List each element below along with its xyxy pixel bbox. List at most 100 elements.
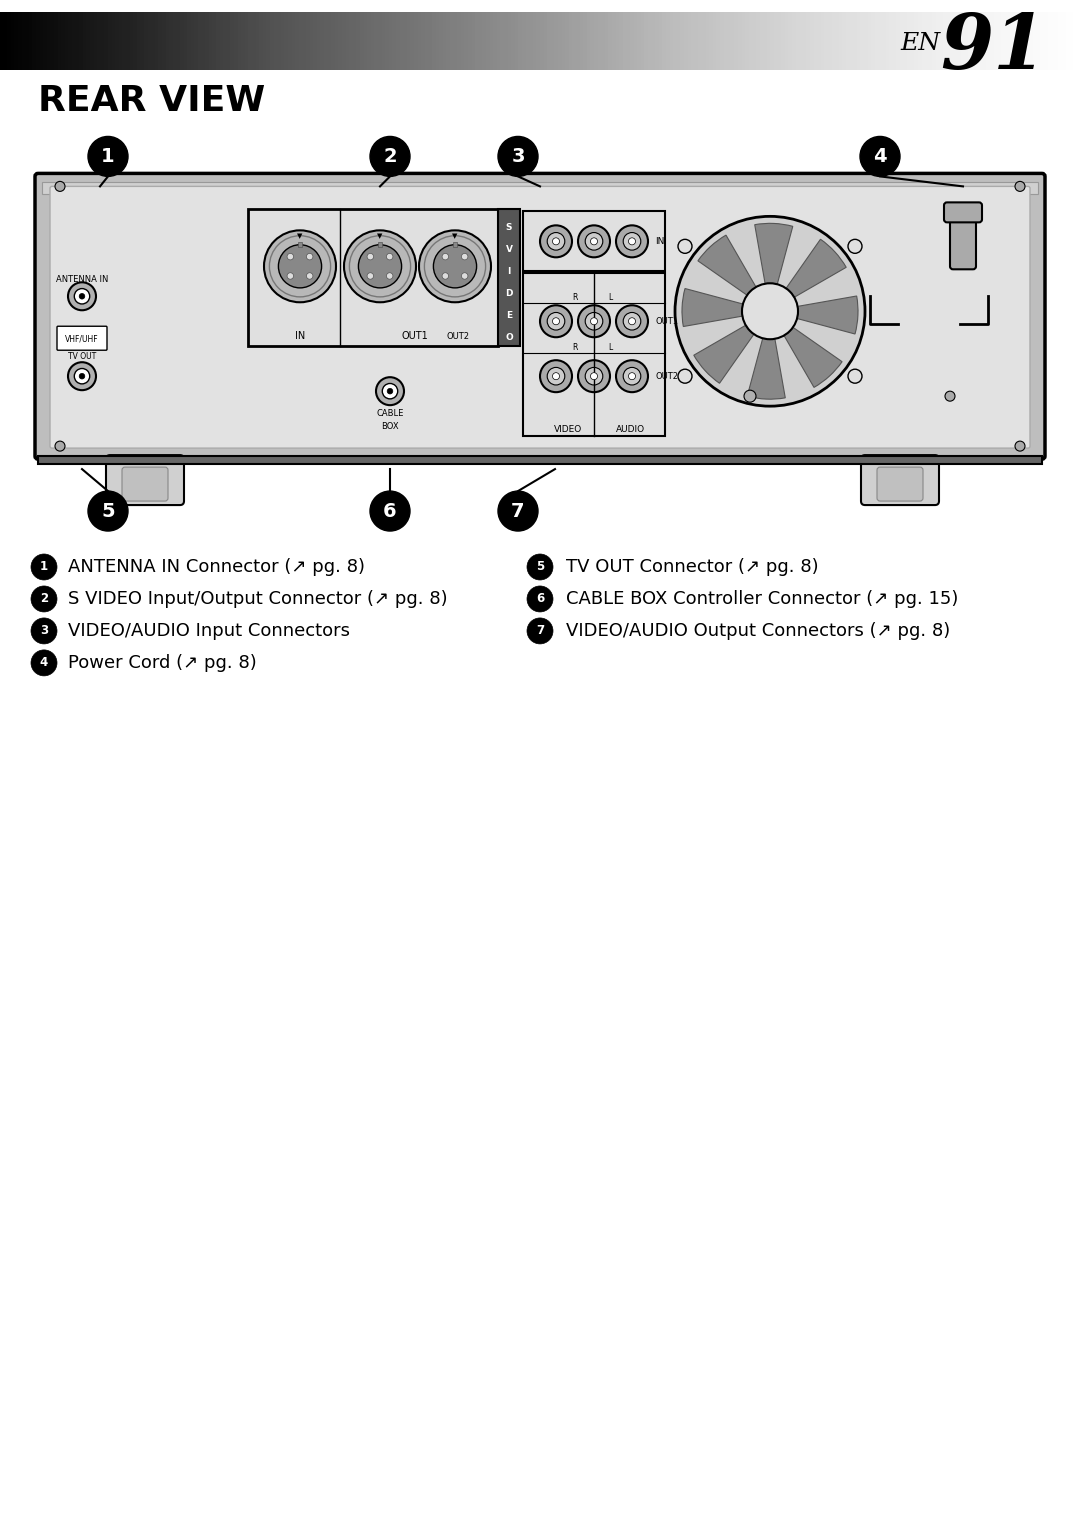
Circle shape xyxy=(461,273,468,279)
Circle shape xyxy=(616,360,648,392)
Text: ▼: ▼ xyxy=(377,233,382,240)
Circle shape xyxy=(55,182,65,191)
FancyBboxPatch shape xyxy=(877,467,923,501)
Circle shape xyxy=(848,240,862,253)
Text: V: V xyxy=(505,244,513,253)
Circle shape xyxy=(498,136,538,177)
Circle shape xyxy=(87,136,129,177)
Circle shape xyxy=(388,389,393,394)
Circle shape xyxy=(287,253,294,259)
Text: O: O xyxy=(505,333,513,342)
Text: ANTENNA IN Connector (↗ pg. 8): ANTENNA IN Connector (↗ pg. 8) xyxy=(68,559,365,575)
Text: OUT2: OUT2 xyxy=(446,331,470,340)
Circle shape xyxy=(616,226,648,258)
Circle shape xyxy=(387,273,393,279)
Text: EN: EN xyxy=(900,32,940,55)
Wedge shape xyxy=(786,240,847,298)
Circle shape xyxy=(87,491,129,531)
Bar xyxy=(523,212,665,272)
Text: 3: 3 xyxy=(511,146,525,166)
Text: OUT1: OUT1 xyxy=(402,331,429,342)
Circle shape xyxy=(623,313,640,330)
Circle shape xyxy=(370,491,410,531)
Circle shape xyxy=(578,305,610,337)
Text: Power Cord (↗ pg. 8): Power Cord (↗ pg. 8) xyxy=(68,655,257,671)
Circle shape xyxy=(461,253,468,259)
Circle shape xyxy=(548,313,565,330)
Circle shape xyxy=(264,230,336,302)
Bar xyxy=(298,243,301,247)
Bar xyxy=(523,273,665,436)
Circle shape xyxy=(31,586,57,612)
Circle shape xyxy=(1015,182,1025,191)
Text: TV OUT Connector (↗ pg. 8): TV OUT Connector (↗ pg. 8) xyxy=(566,559,819,575)
Text: S: S xyxy=(505,223,512,232)
Text: CABLE BOX Controller Connector (↗ pg. 15): CABLE BOX Controller Connector (↗ pg. 15… xyxy=(566,591,958,607)
Wedge shape xyxy=(698,235,756,295)
Text: I: I xyxy=(508,267,511,276)
Circle shape xyxy=(31,618,57,644)
Wedge shape xyxy=(797,296,858,334)
Text: L: L xyxy=(608,343,612,351)
Circle shape xyxy=(279,244,322,288)
Circle shape xyxy=(623,368,640,385)
Text: ANTENNA IN: ANTENNA IN xyxy=(56,275,108,284)
Circle shape xyxy=(629,317,635,325)
Circle shape xyxy=(442,273,448,279)
Circle shape xyxy=(578,360,610,392)
Text: 1: 1 xyxy=(40,560,49,574)
Circle shape xyxy=(678,240,692,253)
Circle shape xyxy=(675,217,865,406)
Text: OUT2: OUT2 xyxy=(654,372,678,380)
Text: 2: 2 xyxy=(383,146,396,166)
Circle shape xyxy=(540,360,572,392)
Wedge shape xyxy=(681,288,743,327)
Circle shape xyxy=(55,441,65,452)
Text: S VIDEO Input/Output Connector (↗ pg. 8): S VIDEO Input/Output Connector (↗ pg. 8) xyxy=(68,591,447,607)
Circle shape xyxy=(75,368,90,385)
Circle shape xyxy=(345,230,416,302)
Circle shape xyxy=(578,226,610,258)
Wedge shape xyxy=(693,325,754,383)
Circle shape xyxy=(585,368,603,385)
Bar xyxy=(498,209,519,346)
Circle shape xyxy=(585,313,603,330)
Circle shape xyxy=(31,554,57,580)
Text: 1: 1 xyxy=(102,146,114,166)
Circle shape xyxy=(591,317,597,325)
FancyBboxPatch shape xyxy=(57,327,107,351)
Bar xyxy=(42,183,1038,194)
FancyBboxPatch shape xyxy=(248,209,498,346)
Circle shape xyxy=(945,391,955,401)
Text: ▼: ▼ xyxy=(453,233,458,240)
Circle shape xyxy=(307,273,313,279)
Text: VIDEO/AUDIO Input Connectors: VIDEO/AUDIO Input Connectors xyxy=(68,623,350,639)
Text: 4: 4 xyxy=(40,656,49,670)
Text: ▼: ▼ xyxy=(297,233,302,240)
Circle shape xyxy=(75,288,90,304)
Text: CABLE: CABLE xyxy=(376,409,404,418)
FancyBboxPatch shape xyxy=(944,203,982,223)
Wedge shape xyxy=(747,339,785,400)
Text: 6: 6 xyxy=(383,502,396,520)
Circle shape xyxy=(370,136,410,177)
Circle shape xyxy=(553,372,559,380)
Text: 7: 7 xyxy=(511,502,525,520)
Text: AUDIO: AUDIO xyxy=(616,424,645,433)
Text: IN: IN xyxy=(295,331,306,342)
Circle shape xyxy=(79,293,85,299)
FancyBboxPatch shape xyxy=(106,455,184,505)
Circle shape xyxy=(433,244,476,288)
Circle shape xyxy=(591,238,597,244)
Circle shape xyxy=(629,238,635,244)
Circle shape xyxy=(553,238,559,244)
Text: 4: 4 xyxy=(874,146,887,166)
Circle shape xyxy=(629,372,635,380)
Circle shape xyxy=(31,650,57,676)
FancyBboxPatch shape xyxy=(122,467,168,501)
Circle shape xyxy=(678,369,692,383)
FancyBboxPatch shape xyxy=(861,455,939,505)
Text: R: R xyxy=(572,293,578,302)
Bar xyxy=(454,243,457,247)
Circle shape xyxy=(387,253,393,259)
